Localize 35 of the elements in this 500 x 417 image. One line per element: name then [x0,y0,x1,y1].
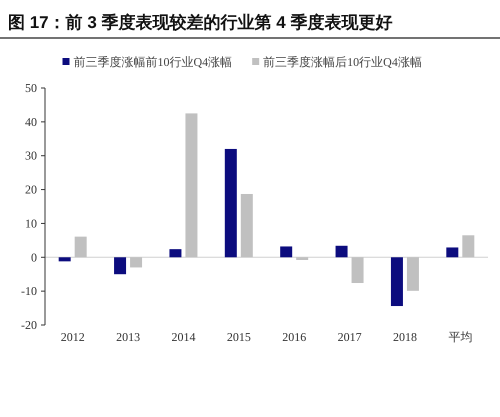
y-tick-label: 20 [25,182,37,197]
bar [130,257,142,268]
x-tick-label: 2014 [171,330,196,344]
y-tick-label: 0 [31,250,37,264]
x-tick-label: 2013 [116,330,140,344]
bar [185,113,198,258]
bar [336,246,348,258]
chart-title: 图 17：前 3 季度表现较差的行业第 4 季度表现更好 [8,13,392,32]
bar [446,247,458,258]
bar [390,257,403,306]
x-tick-label: 平均 [448,330,472,344]
bar [74,236,87,258]
legend-label: 前三季度涨幅后10行业Q4涨幅 [263,55,422,69]
x-tick-label: 2016 [282,330,306,344]
legend-label: 前三季度涨幅前10行业Q4涨幅 [74,55,232,69]
bar [406,257,419,291]
x-tick-label: 2017 [338,330,362,344]
bar [462,235,474,258]
y-tick-label: 30 [25,148,37,163]
x-tick-label: 2018 [392,330,417,344]
bar [280,246,292,258]
x-tick-label: 2015 [226,330,251,344]
bar [58,257,71,262]
bar [224,148,237,258]
bar [169,249,182,258]
y-tick-label: 10 [25,216,37,230]
bar [240,194,253,258]
bar [114,257,126,274]
y-tick-label: -20 [21,318,37,332]
y-tick-label: -10 [21,284,37,298]
bar [352,257,364,284]
bar [296,257,308,260]
y-tick-label: 50 [25,81,37,95]
x-tick-label: 2012 [60,330,85,344]
y-tick-label: 40 [25,114,37,129]
